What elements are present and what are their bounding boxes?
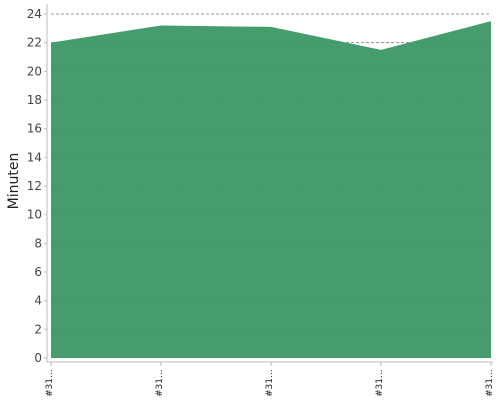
x-tick-label: #31... [375, 369, 385, 397]
x-tick-label: #31... [45, 369, 55, 397]
y-tick-label: 14 [27, 150, 42, 164]
y-tick-label: 12 [27, 179, 42, 193]
y-tick-label: 24 [27, 7, 42, 21]
y-tick-label: 10 [27, 208, 42, 222]
x-tick-labels: #31... #31... #31... #31... #31... [45, 362, 495, 397]
y-axis-title: Minuten [6, 153, 22, 210]
y-tick-label: 16 [27, 122, 42, 136]
x-tick-label: #31... [265, 369, 275, 397]
y-tick-label: 2 [34, 322, 42, 336]
x-tick-label: #31... [155, 369, 165, 397]
y-tick-label: 4 [34, 294, 42, 308]
y-tick-label: 20 [27, 64, 42, 78]
y-tick-label: 0 [34, 351, 42, 365]
series-area [50, 21, 492, 359]
x-tick-label: #31... [485, 369, 495, 397]
y-tick-label: 18 [27, 93, 42, 107]
axes [44, 4, 493, 363]
y-tick-label: 22 [27, 36, 42, 50]
y-tick-label: 6 [34, 265, 42, 279]
area-fill [51, 21, 491, 359]
y-tick-label: 8 [34, 236, 42, 250]
